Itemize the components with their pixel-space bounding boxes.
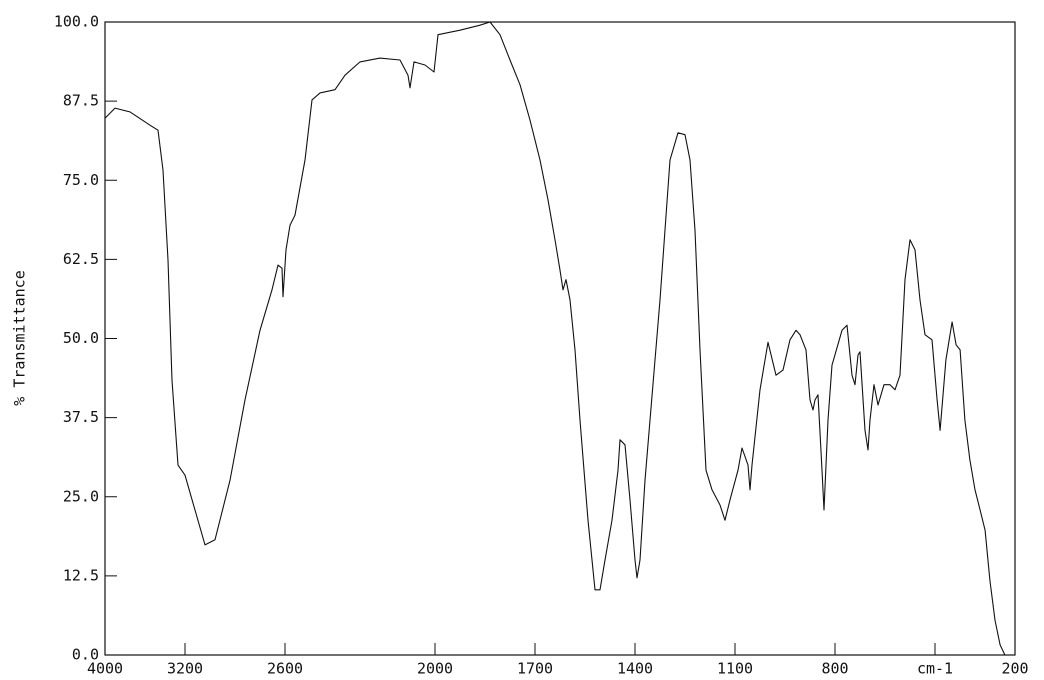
x-tick-label: 200 — [1001, 660, 1028, 678]
x-tick-label: 2000 — [417, 660, 453, 678]
x-tick-label: 4000 — [87, 660, 123, 678]
x-tick-label: 1400 — [617, 660, 653, 678]
y-tick-label: 100.0 — [54, 13, 99, 31]
y-tick-label: 25.0 — [63, 487, 99, 505]
y-tick-label: 50.0 — [63, 329, 99, 347]
y-tick-label: 87.5 — [63, 92, 99, 110]
spectrum-line — [104, 21, 1006, 656]
x-tick-label: 3200 — [167, 660, 203, 678]
y-tick-label: 75.0 — [63, 171, 99, 189]
x-tick-label: 2600 — [267, 660, 303, 678]
y-axis-title: % Transmittance — [11, 270, 29, 405]
y-tick-label: 0.0 — [72, 646, 99, 664]
x-tick-label: 1100 — [717, 660, 753, 678]
x-tick-label: cm-1 — [917, 660, 953, 678]
y-tick-label: 12.5 — [63, 566, 99, 584]
x-tick-label: 800 — [821, 660, 848, 678]
plot-frame — [104, 21, 1016, 656]
y-tick-label: 62.5 — [63, 250, 99, 268]
y-tick-label: 37.5 — [63, 408, 99, 426]
x-tick-label: 1700 — [517, 660, 553, 678]
